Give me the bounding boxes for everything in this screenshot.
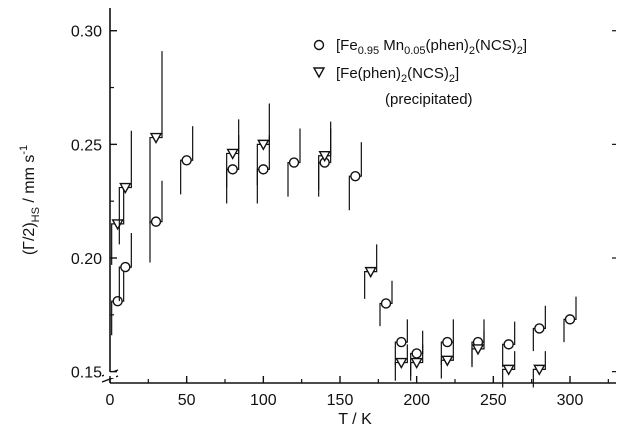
data-point-circle xyxy=(350,170,361,182)
data-point-circle xyxy=(227,164,238,175)
data-point-triangle xyxy=(471,344,485,356)
y-tick-label: 0.25 xyxy=(71,137,102,154)
data-point-circle xyxy=(120,261,131,273)
x-ticks: 0 50 100 150 200 250 300 xyxy=(106,376,609,409)
x-tick-label: 0 xyxy=(106,392,115,409)
data-point-circle xyxy=(181,155,192,166)
data-point-circle xyxy=(411,348,422,359)
legend-marker-circle xyxy=(313,39,325,51)
data-point-triangle xyxy=(364,266,377,279)
data-point-triangle xyxy=(111,219,124,231)
y-tick-label: 0.30 xyxy=(71,24,102,41)
legend-label-fe: [Fe(phen)2(NCS)2] xyxy=(336,65,459,85)
data-point-circle xyxy=(288,157,300,168)
x-tick-label: 150 xyxy=(327,392,354,409)
legend-label-fe-mn: [Fe0.95 Mn0.05(phen)2(NCS)2] xyxy=(336,37,527,57)
legend: [Fe0.95 Mn0.05(phen)2(NCS)2] [Fe(phen)2(… xyxy=(312,37,527,108)
data-point-triangle xyxy=(318,151,331,163)
x-tick-label: 250 xyxy=(480,392,507,409)
data-point-triangle xyxy=(502,364,515,376)
data-point-circle xyxy=(442,336,453,348)
data-point-triangle xyxy=(149,132,163,144)
data-point-circle xyxy=(112,295,123,307)
series-layer xyxy=(111,51,577,388)
data-point-triangle xyxy=(441,355,454,367)
data-point-triangle xyxy=(395,357,408,369)
data-point-circle xyxy=(564,314,576,325)
legend-note-precipitated: (precipitated) xyxy=(385,91,473,108)
data-point-triangle xyxy=(119,182,132,194)
data-point-circle xyxy=(503,339,514,350)
data-point-triangle xyxy=(533,364,546,376)
data-point-circle xyxy=(150,216,162,227)
x-tick-label: 200 xyxy=(403,392,430,409)
y-ticks: 0.15 0.20 0.25 0.30 xyxy=(71,24,616,382)
data-point-triangle xyxy=(410,357,423,369)
x-tick-label: 300 xyxy=(557,392,584,409)
x-tick-label: 50 xyxy=(178,392,196,409)
x-tick-label: 100 xyxy=(250,392,277,409)
y-tick-label: 0.15 xyxy=(71,365,102,382)
y-axis-title: (Γ/2)HS / mm s-1 xyxy=(18,145,42,255)
legend-marker-triangle xyxy=(312,67,326,79)
y-tick-label: 0.20 xyxy=(71,251,102,268)
data-point-triangle xyxy=(226,148,239,160)
x-axis-title: T / K xyxy=(338,411,372,428)
data-point-circle xyxy=(258,164,269,175)
data-point-circle xyxy=(380,298,392,309)
data-point-circle xyxy=(396,336,407,348)
data-point-circle xyxy=(534,323,545,334)
data-point-triangle xyxy=(257,139,270,151)
